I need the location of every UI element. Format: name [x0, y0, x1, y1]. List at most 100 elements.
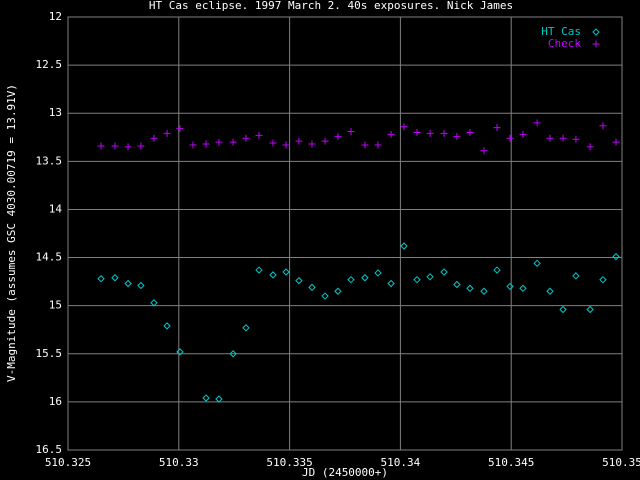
data-point: [506, 134, 514, 142]
data-point: [361, 141, 369, 149]
data-point: [255, 266, 263, 274]
y-tick-label: 15.5: [36, 347, 63, 360]
data-point: [295, 137, 303, 145]
y-tick-label: 16.5: [36, 443, 63, 456]
y-tick-label: 13: [49, 106, 62, 119]
data-point: [229, 350, 237, 358]
data-point: [413, 128, 421, 136]
x-tick-label: 510.33: [159, 456, 199, 469]
data-point: [321, 292, 329, 300]
data-point: [202, 394, 210, 402]
data-point: [586, 305, 594, 314]
data-point: [229, 138, 237, 146]
legend-label: Check: [548, 37, 581, 50]
data-point: [124, 279, 132, 288]
data-point: [586, 143, 594, 151]
data-point: [215, 138, 223, 146]
data-point: [599, 122, 607, 130]
data-point: [215, 395, 223, 403]
data-point: [295, 276, 303, 285]
data-point: [599, 275, 607, 284]
data-point: [269, 271, 277, 279]
data-point: [559, 134, 567, 142]
data-point: [163, 322, 171, 330]
y-tick-label: 12.5: [36, 58, 63, 71]
data-point: [242, 134, 250, 142]
x-axis-label: JD (2450000+): [302, 466, 388, 479]
data-point: [321, 137, 329, 145]
data-point: [387, 279, 395, 288]
x-tick-label: 510.34: [381, 456, 421, 469]
data-point: [137, 142, 145, 150]
data-point: [97, 275, 105, 283]
data-point: [334, 132, 342, 140]
data-point: [612, 252, 620, 261]
data-point: [506, 282, 514, 291]
data-point: [334, 287, 342, 295]
data-point: [493, 266, 501, 274]
data-point: [361, 274, 369, 282]
data-point: [347, 128, 355, 136]
data-point: [308, 283, 316, 292]
y-tick-label: 14.5: [36, 251, 63, 264]
data-point: [440, 129, 448, 137]
data-point: [163, 129, 171, 137]
data-point: [453, 132, 461, 140]
data-point: [519, 130, 527, 138]
data-point: [282, 268, 290, 276]
legend-label: HT Cas: [541, 25, 581, 38]
x-tick-label: 510.35: [602, 456, 640, 469]
data-point: [466, 128, 474, 136]
data-point: [466, 284, 474, 293]
legend-marker: [592, 40, 600, 48]
data-point: [242, 324, 250, 332]
data-point: [546, 287, 554, 295]
data-point: [572, 135, 580, 143]
y-tick-label: 13.5: [36, 154, 63, 167]
y-tick-label: 12: [49, 10, 62, 23]
chart-title: HT Cas eclipse. 1997 March 2. 40s exposu…: [149, 0, 513, 12]
data-point: [308, 140, 316, 148]
data-point: [189, 141, 197, 149]
data-point: [124, 143, 132, 151]
data-point: [400, 123, 408, 131]
data-point: [150, 299, 158, 307]
legend-marker: [592, 28, 600, 36]
data-point: [559, 305, 567, 314]
data-point: [176, 348, 184, 356]
data-point: [612, 138, 620, 146]
y-tick-label: 15: [49, 299, 62, 312]
data-point: [374, 269, 382, 277]
data-point: [111, 274, 119, 282]
data-point: [480, 147, 488, 155]
data-point: [533, 119, 541, 127]
data-point: [374, 141, 382, 149]
data-point: [519, 284, 527, 293]
data-point: [282, 141, 290, 149]
data-point: [426, 129, 434, 137]
data-point: [202, 140, 210, 148]
data-point: [413, 275, 421, 284]
y-tick-label: 16: [49, 395, 62, 408]
data-point: [347, 275, 355, 284]
data-point: [480, 287, 488, 295]
data-point: [533, 259, 541, 268]
data-point: [97, 142, 105, 150]
data-point: [387, 130, 395, 138]
y-axis-label: V-Magnitude (assumes GSC 4030.00719 = 13…: [5, 84, 18, 382]
data-point: [453, 280, 461, 289]
x-tick-label: 510.335: [266, 456, 312, 469]
data-point: [255, 131, 263, 139]
data-point: [440, 268, 448, 276]
data-point: [400, 242, 408, 250]
data-point: [269, 139, 277, 147]
x-tick-label: 510.345: [488, 456, 534, 469]
data-point: [176, 125, 184, 133]
data-point: [137, 281, 145, 290]
data-point: [426, 273, 434, 281]
data-point: [111, 142, 119, 150]
y-tick-label: 14: [49, 202, 63, 215]
data-point: [572, 272, 580, 280]
data-point: [150, 134, 158, 142]
